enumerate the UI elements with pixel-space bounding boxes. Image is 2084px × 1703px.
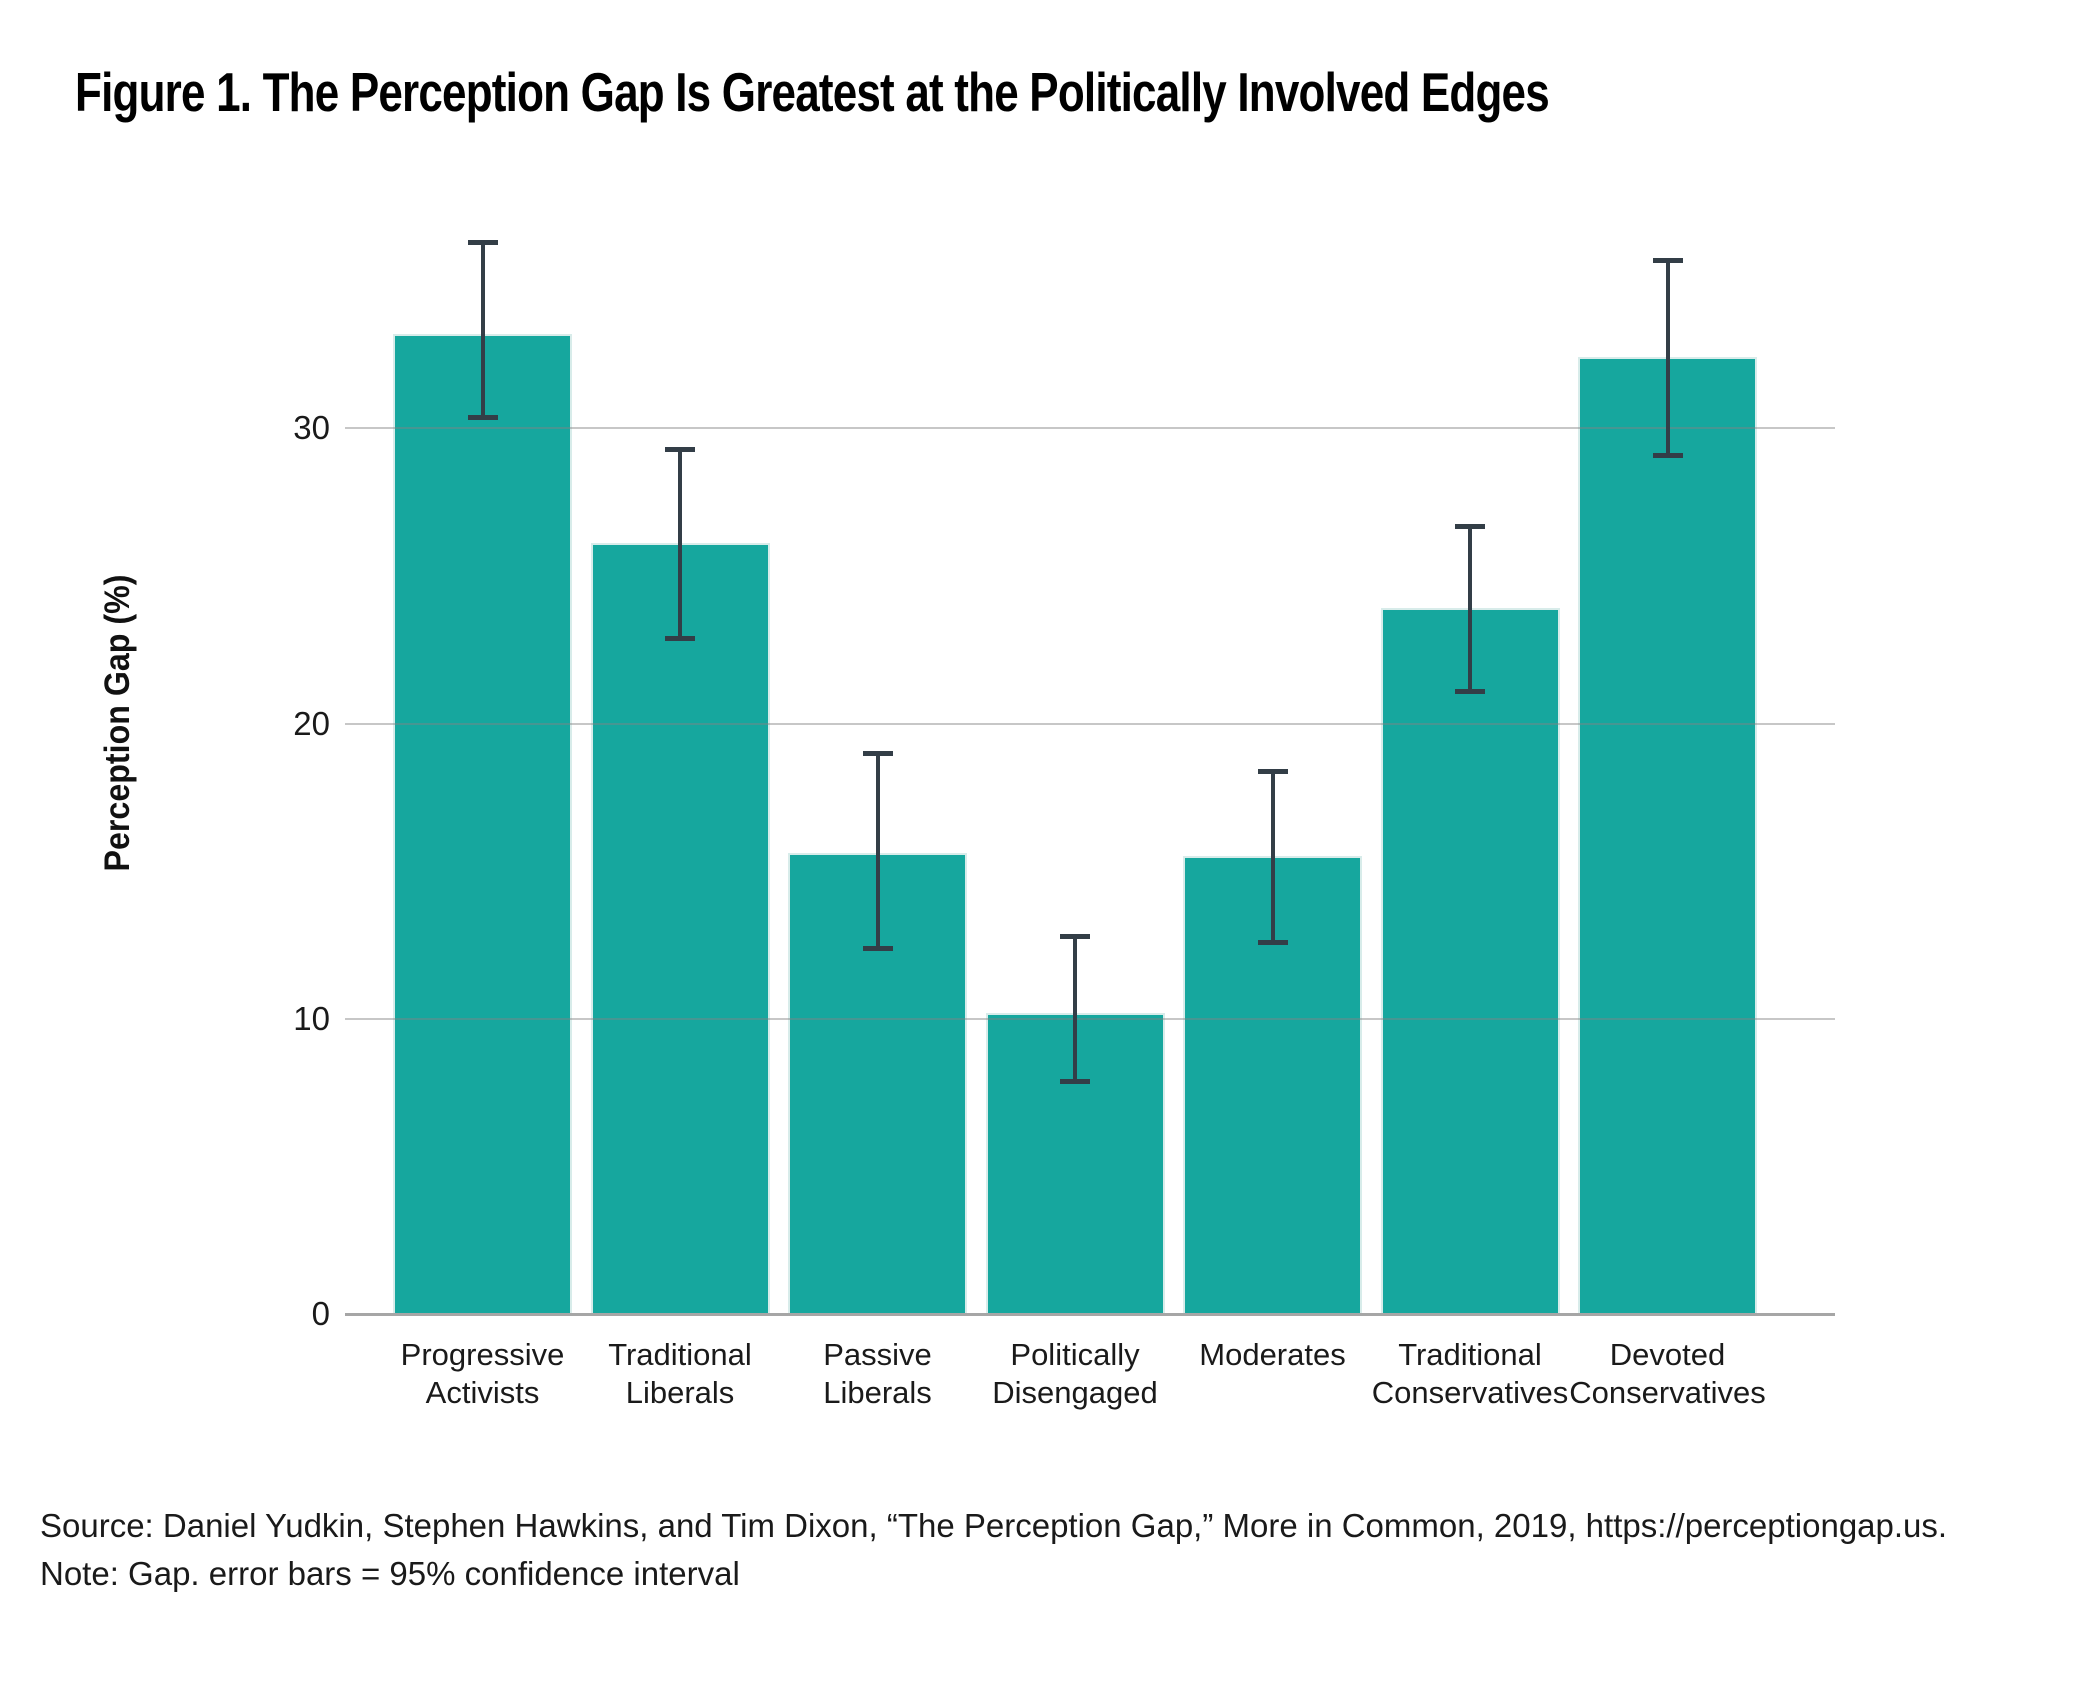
source-text: Source: Daniel Yudkin, Stephen Hawkins, … xyxy=(40,1507,1948,1544)
bar xyxy=(393,333,572,1314)
x-category-label-line: Moderates xyxy=(1199,1337,1346,1372)
error-bar-cap-top xyxy=(862,751,893,757)
y-axis-label: Perception Gap (%) xyxy=(98,574,137,872)
gridline xyxy=(345,722,1835,725)
x-category-label-line: Politically xyxy=(1010,1337,1140,1372)
x-category-label-line: Activists xyxy=(425,1375,540,1410)
bar xyxy=(1578,357,1757,1314)
error-bar-cap-bottom xyxy=(1060,1078,1090,1084)
error-bar-cap-top xyxy=(1455,523,1485,529)
error-bar-line xyxy=(1270,770,1275,942)
gridline xyxy=(345,427,1835,430)
error-bar-cap-bottom xyxy=(1652,452,1683,458)
plot-area xyxy=(345,170,1835,1316)
x-category-label-line: Liberals xyxy=(823,1375,932,1410)
y-tick-label: 30 xyxy=(293,409,330,447)
error-bar-cap-bottom xyxy=(665,635,695,641)
error-bar-line xyxy=(875,753,880,948)
x-category-label: Politically Disengaged xyxy=(935,1336,1215,1412)
error-bar-line xyxy=(480,242,485,417)
x-category-label-line: Progressive xyxy=(400,1337,565,1372)
note-text: Note: Gap. error bars = 95% confidence i… xyxy=(40,1555,740,1592)
error-bar-cap-bottom xyxy=(467,414,498,420)
error-bar-cap-bottom xyxy=(862,945,893,951)
x-category-label-line: Passive xyxy=(823,1337,932,1372)
error-bar-cap-top xyxy=(665,446,695,452)
error-bar-cap-bottom xyxy=(1455,689,1485,695)
x-category-label: Moderates xyxy=(1133,1336,1413,1374)
y-tick-label: 20 xyxy=(293,704,330,742)
error-bar-line xyxy=(1468,525,1472,692)
error-bar-cap-top xyxy=(1652,258,1683,264)
x-category-label: Progressive Activists xyxy=(343,1336,623,1412)
x-category-label: Devoted Conservatives xyxy=(1528,1336,1808,1412)
figure-title: Figure 1. The Perception Gap Is Greatest… xyxy=(75,61,1550,123)
y-tick-label: 0 xyxy=(311,1295,330,1332)
x-category-label-line: Conservatives xyxy=(1371,1375,1569,1410)
error-bar-cap-top xyxy=(1257,768,1288,774)
bar xyxy=(1380,608,1560,1314)
error-bar-line xyxy=(1665,260,1670,455)
x-category-label-line: Disengaged xyxy=(992,1375,1158,1410)
x-category-label-line: Conservatives xyxy=(1569,1375,1766,1410)
x-category-label-line: Traditional xyxy=(608,1337,752,1372)
x-category-label: Traditional Liberals xyxy=(540,1336,820,1412)
error-bar-cap-bottom xyxy=(1257,940,1288,945)
error-bar-line xyxy=(678,448,682,638)
x-category-label-line: Devoted xyxy=(1609,1337,1726,1372)
error-bar-line xyxy=(1073,936,1077,1081)
x-category-label-line: Liberals xyxy=(625,1375,735,1410)
bar xyxy=(590,543,770,1314)
x-axis-line xyxy=(345,1313,1835,1316)
x-category-label: Passive Liberals xyxy=(738,1336,1018,1412)
error-bar-cap-top xyxy=(467,240,498,246)
x-category-label-line: Traditional xyxy=(1398,1337,1542,1372)
x-category-label: Traditional Conservatives xyxy=(1330,1336,1610,1412)
error-bar-cap-top xyxy=(1060,934,1090,940)
y-tick-label: 10 xyxy=(293,999,330,1037)
gridline xyxy=(345,1017,1835,1020)
